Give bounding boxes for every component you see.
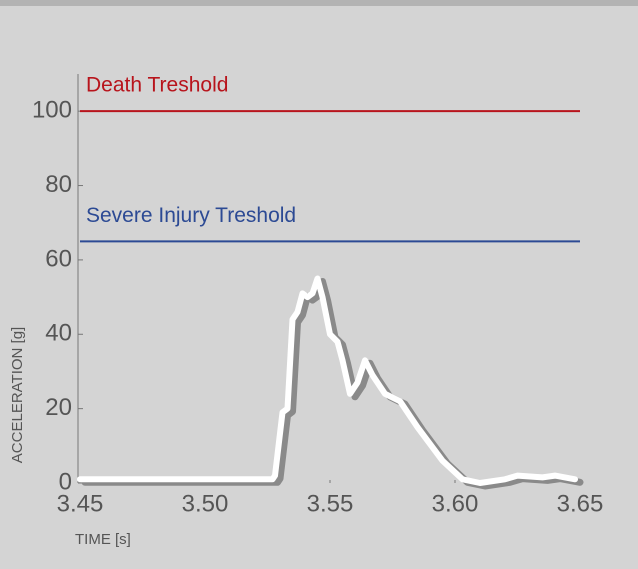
x-axis-label: TIME [s] <box>75 531 131 548</box>
y-tick-label: 80 <box>45 171 72 198</box>
top-bar <box>0 0 638 6</box>
data-line <box>77 275 578 486</box>
threshold-label: Death Treshold <box>86 74 228 97</box>
y-tick-label: 100 <box>32 97 72 124</box>
y-tick-label: 20 <box>45 394 72 421</box>
x-tick-label: 3.45 <box>57 490 104 517</box>
y-tick-label: 40 <box>45 320 72 347</box>
y-axis-label: ACCELERATION [g] <box>9 327 26 463</box>
y-tick-label: 60 <box>45 245 72 272</box>
x-tick-label: 3.50 <box>182 490 229 517</box>
x-tick-label: 3.65 <box>557 490 604 517</box>
x-tick-label: 3.55 <box>307 490 354 517</box>
threshold-label: Severe Injury Treshold <box>86 204 296 227</box>
y-tick-label: 0 <box>59 468 72 495</box>
line-shadow <box>81 278 584 490</box>
x-tick-label: 3.60 <box>432 490 479 517</box>
